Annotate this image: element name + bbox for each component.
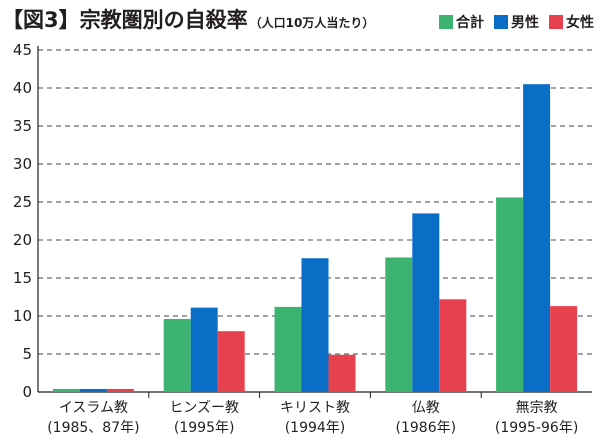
x-category-label: キリスト教 [280,400,350,416]
legend-item: 女性 [549,12,594,32]
legend-item: 合計 [439,12,484,32]
x-category-label: (1995年) [174,420,235,436]
bar [550,306,578,392]
chart-subtitle: （人口10万人当たり） [249,16,375,30]
bar [385,257,413,392]
x-category-label: (1995-96年) [495,420,578,436]
bar [301,258,329,392]
chart-title-block: 【図3】宗教圏別の自殺率 （人口10万人当たり） [2,4,374,34]
legend-swatch [549,15,563,29]
bar [163,319,191,392]
y-tick-label: 25 [13,193,32,211]
x-category-label: 仏教 [412,400,440,416]
bar [274,306,302,392]
x-category-label: 無宗教 [516,400,558,416]
bar [79,388,107,392]
x-category-label: (1985、87年) [47,420,139,436]
bar [523,84,551,392]
x-category-label: ヒンズー教 [169,400,239,416]
x-category-label: (1994年) [285,420,346,436]
y-tick-label: 15 [13,269,32,287]
bar [217,331,245,392]
y-tick-label: 30 [13,155,32,173]
chart-title: 【図3】宗教圏別の自殺率 [2,8,248,32]
y-tick-label: 5 [22,345,32,363]
bar [328,354,356,392]
legend-label: 男性 [511,15,539,31]
bar [190,307,218,392]
bar [439,299,467,392]
y-tick-label: 40 [13,79,32,97]
y-tick-label: 45 [13,41,32,59]
legend-label: 合計 [456,15,484,31]
x-category-label: イスラム教 [59,400,128,416]
y-tick-label: 10 [13,307,32,325]
legend-swatch [439,15,453,29]
legend-item: 男性 [494,12,539,32]
y-tick-label: 35 [13,117,32,135]
bar [52,388,80,392]
legend-label: 女性 [566,15,594,31]
bar [106,388,134,392]
chart-legend: 合計 男性 女性 [429,12,594,32]
bar [412,213,440,392]
legend-swatch [494,15,508,29]
y-tick-label: 20 [13,231,32,249]
x-category-label: (1986年) [396,420,457,436]
bar [496,197,524,392]
y-tick-label: 0 [22,383,32,401]
